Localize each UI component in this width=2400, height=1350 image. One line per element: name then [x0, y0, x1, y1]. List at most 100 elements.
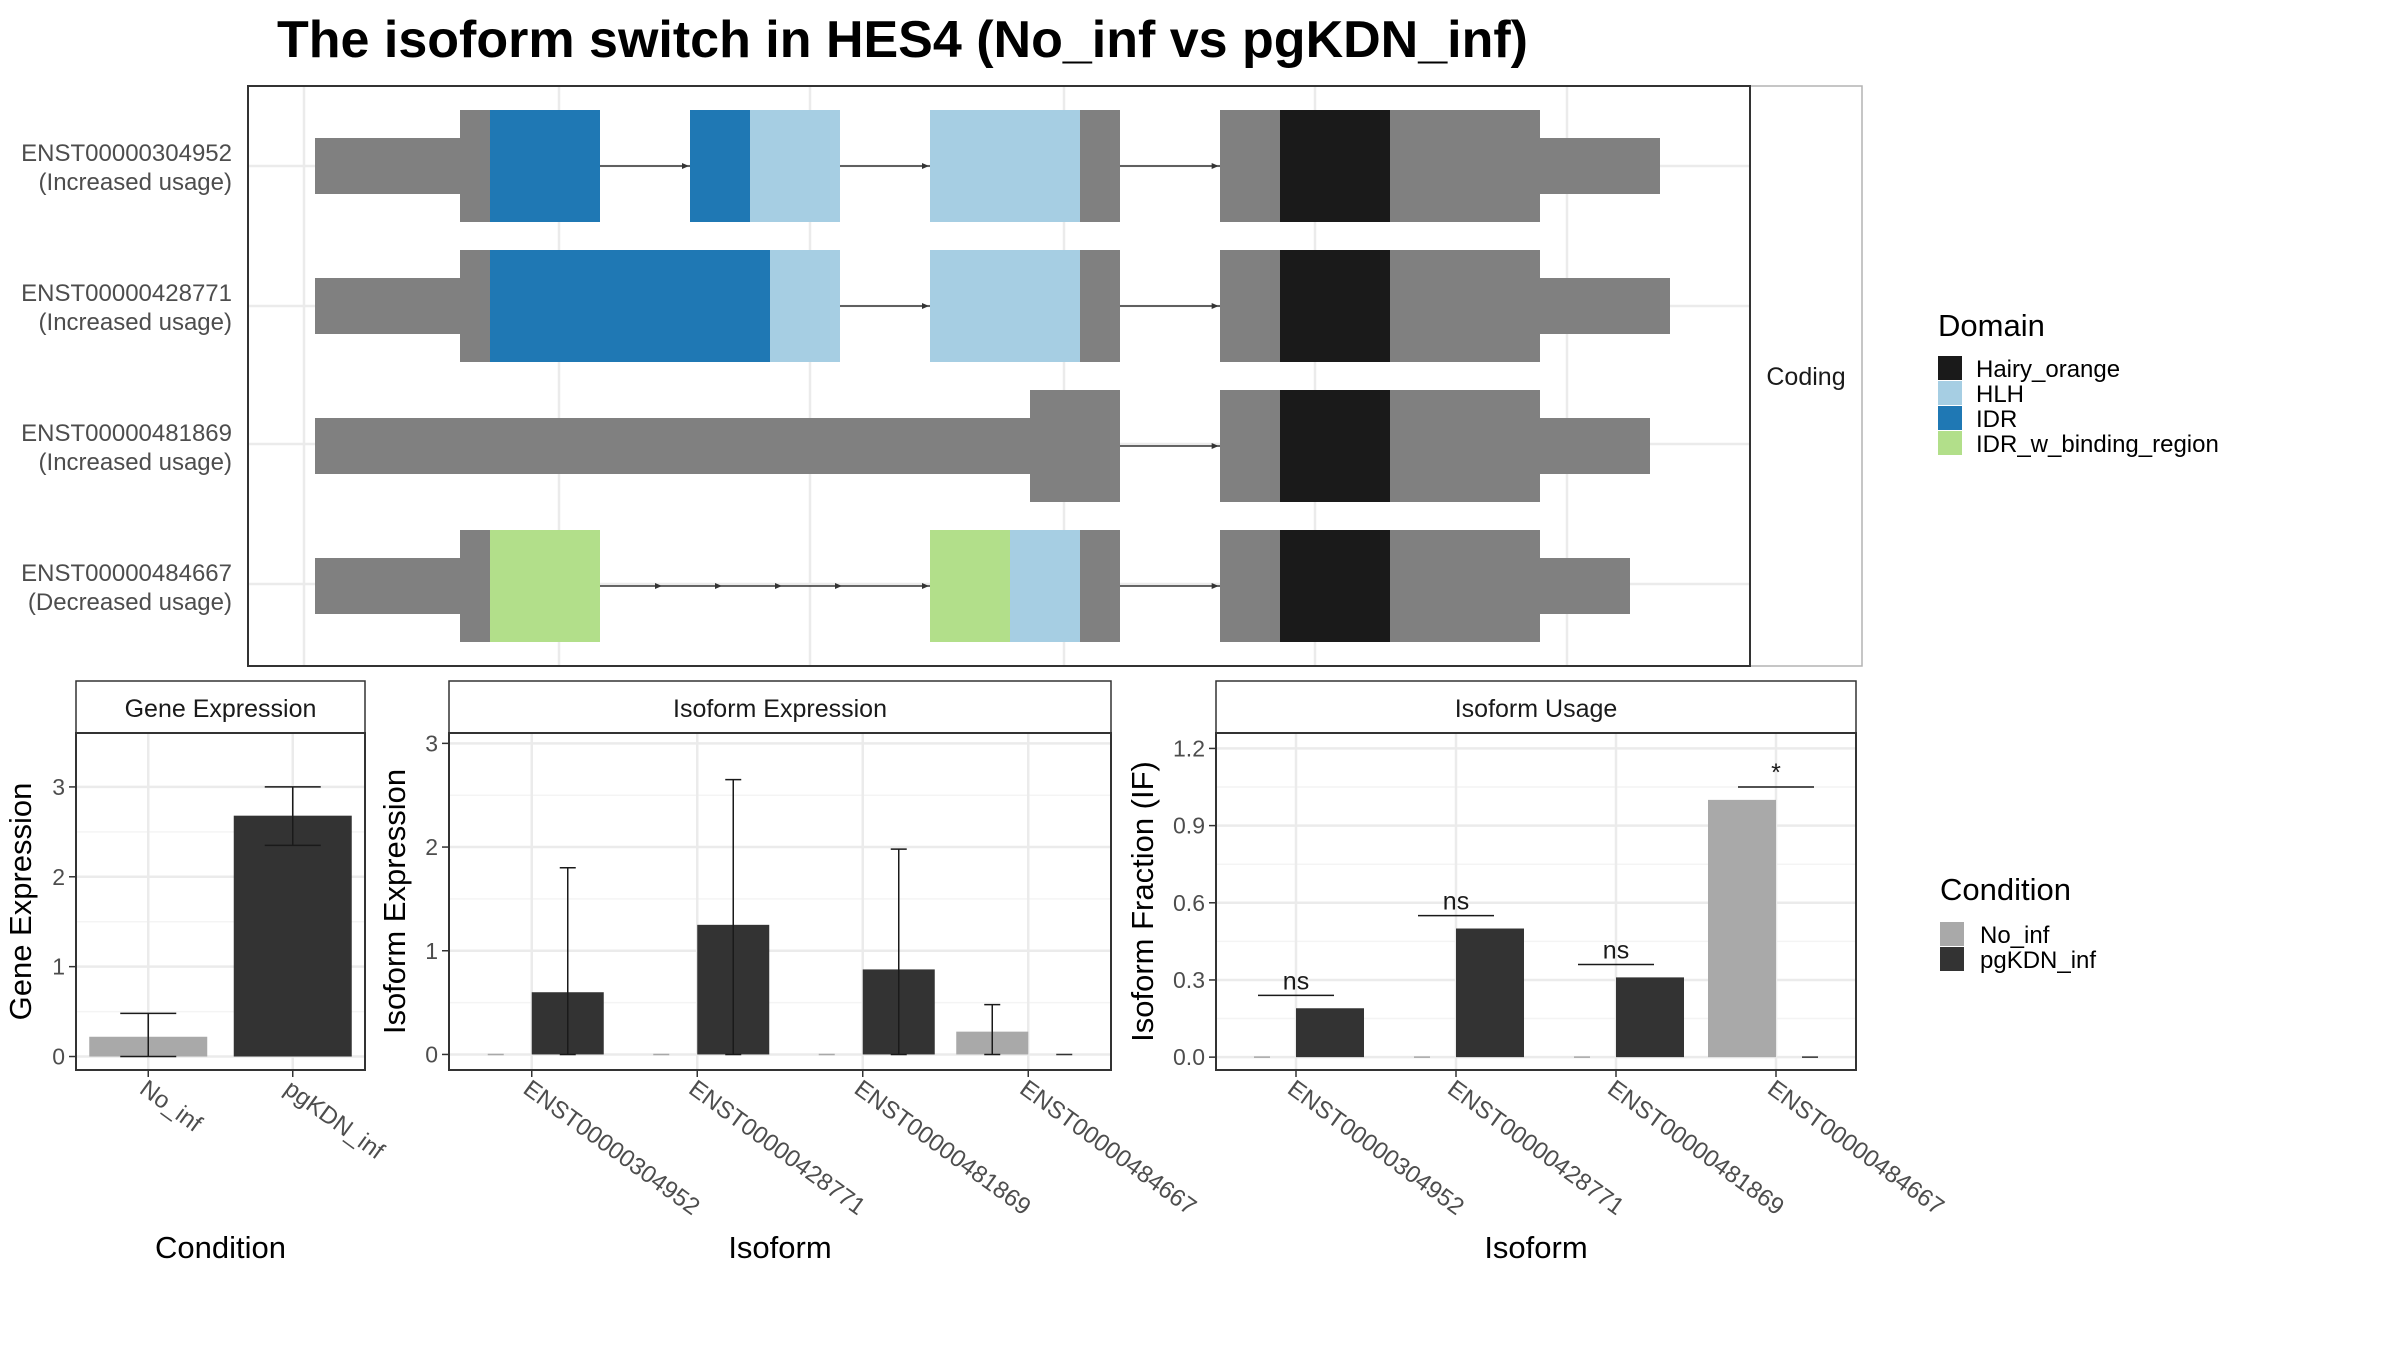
bar-no-inf	[1708, 799, 1776, 1058]
cds-block	[1390, 250, 1540, 362]
intron-arrow	[682, 163, 689, 169]
legend-key-pgkdn-inf	[1940, 947, 1964, 971]
isoform-id-label: ENST00000484667	[21, 560, 232, 587]
y-axis-title: Isoform Expression	[377, 769, 412, 1034]
x-axis-title: Condition	[155, 1230, 286, 1265]
domain-block-hlh	[770, 250, 840, 362]
panel-strip-label: Gene Expression	[125, 695, 317, 723]
isoform-id-label: ENST00000481869	[21, 420, 232, 447]
significance-label: ns	[1283, 967, 1309, 995]
significance-label: ns	[1603, 937, 1629, 965]
structure-strip-label: Coding	[1766, 363, 1845, 391]
cds-block	[1080, 110, 1120, 222]
panel-strip-label: Isoform Usage	[1455, 695, 1618, 723]
isoform-id-label: ENST00000428771	[21, 280, 232, 307]
gene-expression-panel: Gene Expression 0 1 2 3 No_inf pgKDN_inf Condit…	[3, 680, 389, 1265]
bar-pgkdn-inf	[1456, 928, 1524, 1058]
intron-arrow	[775, 583, 782, 589]
domain-block-idr	[690, 110, 750, 222]
utr-block	[315, 278, 460, 334]
utr-block	[1540, 278, 1670, 334]
y-tick-label: 0.9	[1173, 813, 1205, 839]
legend-key-no-inf	[1940, 922, 1964, 946]
figure-title: The isoform switch in HES4 (No_inf vs pg…	[277, 11, 1528, 69]
utr-block	[315, 138, 460, 194]
panel-strip	[448, 680, 1112, 734]
cds-block	[1220, 250, 1280, 362]
domain-legend-title: Domain	[1938, 308, 2045, 343]
domain-block-hlh	[750, 110, 840, 222]
condition-legend-title: Condition	[1940, 872, 2071, 907]
domain-block-hairy-orange	[1280, 390, 1390, 502]
intron-arrow	[922, 303, 929, 309]
structure-strip	[1749, 85, 1863, 667]
intron-arrow	[1211, 303, 1219, 309]
x-tick-label: ENST00000481869	[849, 1075, 1035, 1221]
isoform-usage-label: (Increased usage)	[39, 449, 232, 476]
cds-block	[1080, 530, 1120, 642]
isoform-usage-panel: Isoform Usage 0.0 0.3 0.6 0.9 1.2 ns ns ns * ENST0…	[1125, 680, 1949, 1265]
isoform-id-label: ENST00000304952	[21, 140, 232, 167]
isoform-expression-panel: Isoform Expression0123ENST00000304952ENS…	[377, 680, 1201, 1265]
x-axis-title: Isoform	[1484, 1230, 1587, 1265]
intron-arrow	[922, 163, 929, 169]
intron-arrow	[1211, 163, 1219, 169]
structure-panel-border	[247, 85, 1751, 667]
domain-block-hlh	[930, 250, 1080, 362]
panel-border	[448, 732, 1112, 1071]
cds-block	[460, 110, 490, 222]
x-tick-label: ENST00000484667	[1015, 1075, 1201, 1221]
x-tick-label: ENST00000304952	[518, 1075, 704, 1221]
cds-block	[1220, 390, 1280, 502]
x-tick-label: ENST00000481869	[1602, 1075, 1788, 1221]
cds-block	[1390, 110, 1540, 222]
x-tick-label: No_inf	[135, 1075, 207, 1138]
significance-label: *	[1771, 759, 1781, 787]
bar-pgkdn-inf	[233, 815, 352, 1057]
domain-block-idr	[490, 250, 770, 362]
cds-block	[460, 250, 490, 362]
cds-block	[1030, 390, 1120, 502]
domain-block-hairy-orange	[1280, 110, 1390, 222]
intron-arrow	[835, 583, 842, 589]
domain-block-idr	[490, 110, 600, 222]
utr-block	[315, 418, 1030, 474]
utr-block	[1540, 418, 1650, 474]
isoform-usage-label: (Increased usage)	[39, 169, 232, 196]
y-axis-title: Gene Expression	[3, 783, 38, 1021]
domain-block-hairy-orange	[1280, 250, 1390, 362]
isoform-usage-label: (Decreased usage)	[28, 589, 232, 616]
cds-block	[460, 530, 490, 642]
y-tick-label: 2	[52, 864, 65, 890]
legend-key-hairy-orange	[1938, 356, 1962, 380]
cds-block	[1390, 530, 1540, 642]
domain-legend: Domain Hairy_orangeHLHIDRIDR_w_binding_re…	[1938, 308, 2219, 458]
bar-pgkdn-inf	[1296, 1008, 1364, 1058]
panel-border	[75, 732, 366, 1071]
bar-pgkdn-inf	[1616, 977, 1684, 1058]
legend-label: HLH	[1976, 381, 2024, 408]
panel-strip	[75, 680, 366, 734]
utr-block	[1540, 138, 1660, 194]
legend-label: No_inf	[1980, 922, 2050, 949]
panel-strip-label: Isoform Expression	[673, 695, 887, 723]
y-tick-label: 3	[52, 774, 65, 800]
intron-arrow	[715, 583, 722, 589]
significance-label: ns	[1443, 888, 1469, 916]
intron-arrow	[1211, 583, 1219, 589]
y-tick-label: 3	[425, 730, 438, 756]
domain-block-hlh	[1010, 530, 1080, 642]
cds-block	[1080, 250, 1120, 362]
utr-block	[315, 558, 460, 614]
intron-arrow	[1211, 443, 1219, 449]
isoform-usage-label: (Increased usage)	[39, 309, 232, 336]
domain-block-idr-w-binding-region	[490, 530, 600, 642]
y-tick-label: 0.6	[1173, 890, 1205, 916]
x-tick-label: ENST00000428771	[684, 1075, 870, 1221]
legend-key-idr	[1938, 406, 1962, 430]
legend-label: IDR	[1976, 406, 2017, 433]
legend-key-idr-w-binding-region	[1938, 431, 1962, 455]
cds-block	[1220, 530, 1280, 642]
